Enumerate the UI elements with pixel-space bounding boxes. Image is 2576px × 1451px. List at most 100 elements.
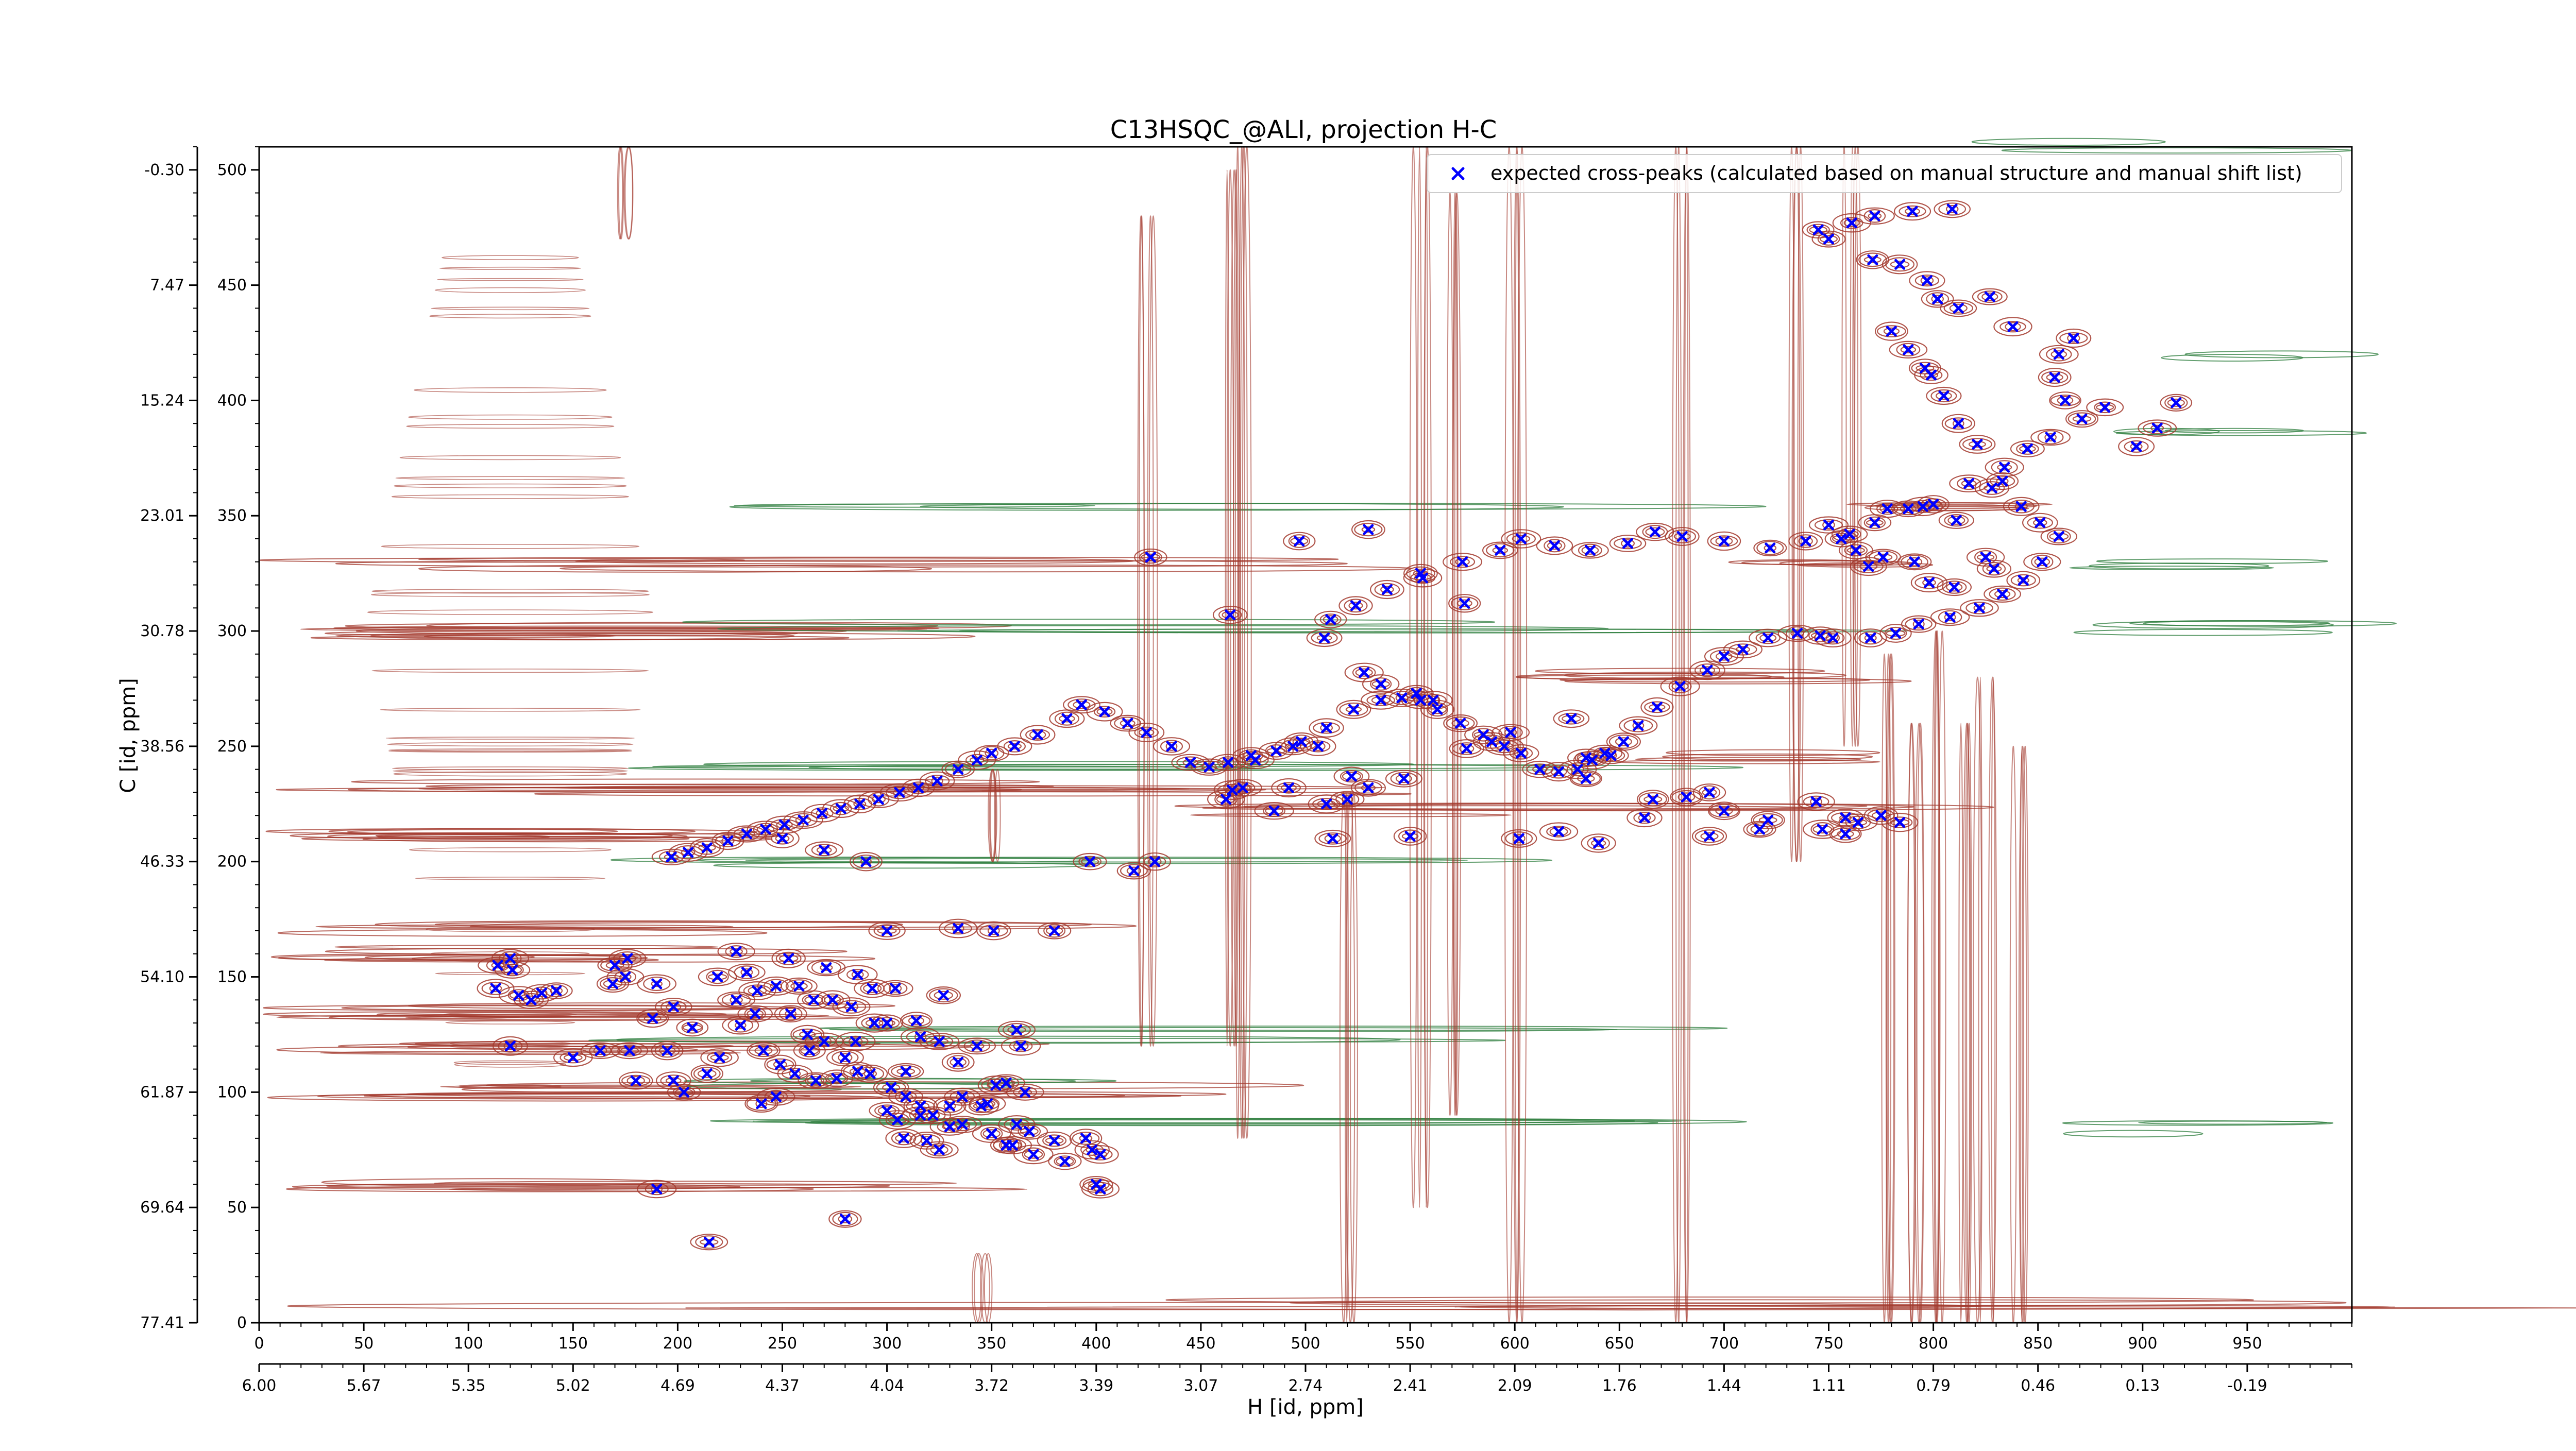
cross-peak-marker [1810, 796, 1822, 807]
x-ppm-tick-label: 5.67 [347, 1377, 381, 1395]
cross-peak-marker [1204, 761, 1215, 773]
cross-peak-marker [860, 856, 872, 867]
cross-peak-marker [1457, 556, 1468, 568]
x-ppm-tick-label: 3.07 [1184, 1377, 1218, 1395]
cross-peak-marker [1245, 750, 1257, 761]
cross-peak-marker [1863, 561, 1874, 572]
contour-band-24 [1615, 749, 1880, 764]
cross-peak-marker [490, 983, 501, 994]
contour-band-0 [265, 828, 783, 843]
cross-peak-marker [741, 967, 752, 978]
cross-peak-marker [1375, 694, 1386, 706]
cross-peak-marker [1951, 515, 1962, 526]
cross-peak-marker [1011, 1024, 1022, 1035]
contour-streak-19 [972, 1253, 993, 1323]
cross-peak-marker [1754, 824, 1765, 835]
y-tick-label: 250 [217, 738, 247, 756]
cross-peak-marker [1844, 528, 1855, 540]
cross-peak-marker [735, 1020, 746, 1031]
legend-cross-marker [1451, 167, 1465, 180]
contour-streak-18 [988, 769, 1001, 862]
plot-frame [258, 146, 2353, 1324]
cross-peak-marker [783, 953, 794, 964]
contour-band-18 [2069, 558, 2328, 570]
cross-peak-marker [1398, 773, 1410, 784]
cross-peak-marker [892, 1114, 903, 1125]
cross-peak-marker [1327, 833, 1338, 844]
cross-peak-marker [934, 1036, 945, 1047]
cross-peak-marker [1836, 533, 1847, 544]
cross-peak-marker [1850, 544, 1861, 556]
cross-peak-marker [1674, 680, 1686, 692]
cross-peak-marker [1718, 651, 1730, 662]
cross-peak-marker [1011, 1119, 1022, 1130]
cross-peak-marker [1704, 787, 1715, 798]
x-ppm-tick-label: 0.79 [1916, 1377, 1951, 1395]
cross-peak-marker [854, 798, 866, 810]
cross-peak-marker [1428, 694, 1439, 706]
cross-peak-marker [1166, 741, 1177, 752]
cross-peak-marker [1997, 475, 2008, 487]
cross-peak-marker [817, 808, 828, 819]
contour-band-4 [267, 1081, 1304, 1102]
x-tick-label: 550 [1395, 1335, 1425, 1353]
cross-peak-marker [900, 1091, 911, 1102]
y-ppm-tick-label: 69.64 [140, 1199, 184, 1217]
contour-band-19 [2062, 1120, 2334, 1138]
cross-peak-marker [551, 985, 562, 996]
y-tick-label: 100 [217, 1083, 247, 1101]
cross-peak-marker [624, 1045, 635, 1056]
cross-peak-marker [1953, 302, 1964, 314]
contour-streak-7 [1973, 676, 1997, 1324]
y-ppm-tick-label: 61.87 [140, 1083, 184, 1101]
cross-peak-marker [839, 1214, 851, 1225]
cross-peak-marker [770, 980, 782, 992]
cross-peak-marker [1346, 771, 1357, 782]
cross-peak-marker [810, 1075, 821, 1086]
contour-streak-5 [1931, 630, 1946, 1323]
cross-peak-marker [492, 960, 503, 971]
cross-peak-marker [913, 782, 924, 793]
contour-streak-6 [1958, 723, 1972, 1323]
cross-peak-marker [668, 1001, 679, 1013]
cross-peak-marker [526, 994, 537, 1005]
contour-band-14 [710, 1118, 1747, 1126]
cross-peak-marker [2015, 501, 2027, 512]
cross-peak-marker [789, 1068, 801, 1080]
cross-peak-marker [683, 847, 694, 858]
cross-peak-marker [986, 1128, 997, 1139]
cross-peak-marker [2022, 443, 2033, 454]
cross-peak-marker [1651, 702, 1663, 713]
cross-peak-marker [1817, 824, 1828, 835]
x-tick-label: 350 [977, 1335, 1006, 1353]
cross-peak-marker [1869, 517, 1880, 528]
cross-peak-marker [1852, 817, 1863, 828]
y-tick-label: 150 [217, 968, 247, 986]
cross-peak-marker [821, 962, 832, 974]
x-axis-ppm: 6.00 5.67 5.35 5.02 4.69 4.37 4.04 3.72 3.39 3.07… [242, 1363, 2352, 1395]
contour-band-9 [277, 920, 1137, 937]
x-axis-label: H [id, ppm] [1247, 1395, 1364, 1419]
x-ppm-tick-label: 5.35 [451, 1377, 486, 1395]
y-ppm-tick-label: 15.24 [140, 391, 184, 409]
cross-peak-marker [1633, 720, 1644, 731]
cross-peak-marker [1061, 713, 1073, 724]
cross-peak-marker [668, 1075, 679, 1086]
cross-peak-marker [1375, 678, 1386, 690]
contour-streak-14 [1409, 146, 1432, 1208]
cross-peak-marker [1325, 614, 1336, 625]
cross-peak-marker [2007, 321, 2019, 332]
contour-streak-3 [1881, 653, 1895, 1323]
x-ppm-tick-label: 3.72 [974, 1377, 1009, 1395]
cross-peak-marker [1028, 1149, 1039, 1160]
cross-peak-marker [1001, 1077, 1012, 1088]
cross-peak-marker [1792, 628, 1803, 639]
x-ppm-tick-label: 2.09 [1498, 1377, 1532, 1395]
cross-peak-marker [1122, 718, 1133, 729]
cross-peak-marker [957, 1091, 968, 1102]
x-tick-label: 700 [1709, 1335, 1739, 1353]
cross-peak-marker [804, 1045, 815, 1056]
cross-peak-marker [1024, 1125, 1035, 1137]
cross-peak-marker [2053, 349, 2064, 360]
